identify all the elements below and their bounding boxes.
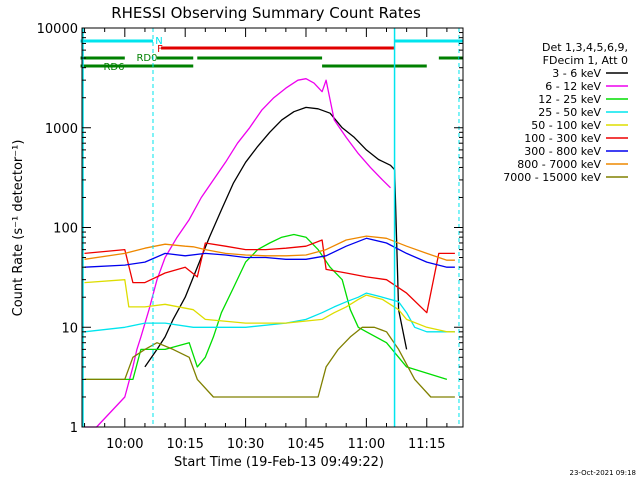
- series-line-2: [84, 233, 448, 381]
- data-series: [84, 78, 455, 428]
- legend-label: 3 - 6 keV: [552, 67, 601, 80]
- flag-label-rd6: RD6: [103, 62, 124, 73]
- legend-label: 7000 - 15000 keV: [503, 171, 601, 184]
- legend-header: FDecim 1, Att 0: [543, 54, 628, 67]
- x-axis-label: Start Time (19-Feb-13 09:49:22): [174, 455, 384, 470]
- y-tick-label: 1: [70, 421, 78, 436]
- y-tick-label: 10000: [37, 22, 78, 37]
- series-line-8: [84, 326, 455, 398]
- flag-label-n: N: [155, 36, 162, 47]
- x-axis: 10:00 10:15 10:30 10:45 11:00 11:15: [84, 28, 448, 452]
- series-line-3: [84, 292, 455, 333]
- series-line-5: [84, 239, 455, 314]
- flag-label-f: F: [157, 44, 163, 55]
- footer-timestamp: 23-Oct-2021 09:18: [570, 469, 636, 477]
- y-axis: 1 10 100 1000 10000: [37, 22, 463, 436]
- legend-label: 12 - 25 keV: [538, 93, 601, 106]
- chart-title: RHESSI Observing Summary Count Rates: [111, 4, 421, 22]
- legend: Det 1,3,4,5,6,9,FDecim 1, Att 03 - 6 keV…: [503, 41, 628, 184]
- legend-label: 50 - 100 keV: [531, 119, 601, 132]
- x-tick-label: 10:15: [166, 437, 203, 452]
- y-tick-label: 1000: [45, 122, 78, 137]
- series-line-1: [84, 78, 391, 428]
- x-tick-label: 11:15: [408, 437, 445, 452]
- series-line-0: [144, 106, 408, 368]
- series-line-7: [84, 235, 455, 261]
- x-tick-label: 10:00: [106, 437, 143, 452]
- x-tick-label: 11:00: [348, 437, 385, 452]
- x-tick-label: 10:30: [227, 437, 264, 452]
- legend-label: 100 - 300 keV: [524, 132, 601, 145]
- flag-label-rd0: RD0: [136, 53, 157, 64]
- legend-label: 25 - 50 keV: [538, 106, 601, 119]
- legend-label: 800 - 7000 keV: [517, 158, 601, 171]
- y-tick-label: 100: [53, 222, 78, 237]
- series-line-4: [84, 279, 455, 333]
- series-line-6: [84, 237, 455, 268]
- x-tick-label: 10:45: [287, 437, 324, 452]
- legend-label: 300 - 800 keV: [524, 145, 601, 158]
- legend-label: 6 - 12 keV: [545, 80, 601, 93]
- y-axis-label: Count Rate (s⁻¹ detector⁻¹): [11, 140, 26, 317]
- legend-header: Det 1,3,4,5,6,9,: [542, 41, 628, 54]
- y-tick-label: 10: [61, 321, 78, 336]
